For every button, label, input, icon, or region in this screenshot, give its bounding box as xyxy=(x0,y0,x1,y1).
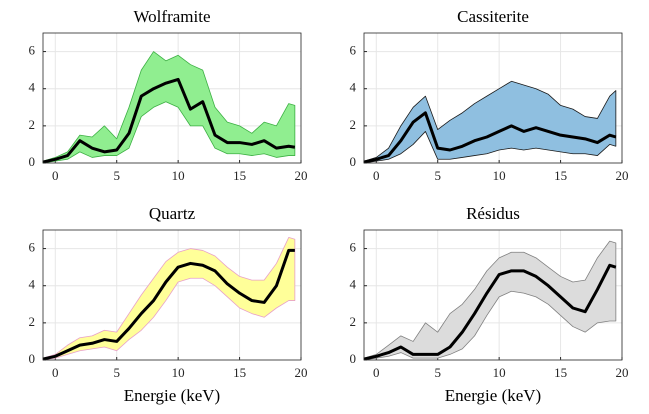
y-tick-label: 4 xyxy=(29,80,36,95)
x-tick-label: 0 xyxy=(373,365,380,380)
panel: 0 5 10 15 20 0 2 4 6 Quartz Energie (keV) xyxy=(29,204,308,405)
y-tick-label: 2 xyxy=(350,117,357,132)
y-tick-label: 4 xyxy=(29,277,36,292)
y-tick-label: 6 xyxy=(350,43,357,58)
x-tick-label: 10 xyxy=(493,365,506,380)
panel-title: Cassiterite xyxy=(457,7,529,26)
y-tick-label: 2 xyxy=(29,117,36,132)
x-tick-label: 20 xyxy=(295,365,308,380)
y-tick-label: 0 xyxy=(29,351,36,366)
panel: 0 5 10 15 20 0 2 4 6 Wolframite xyxy=(29,7,308,183)
x-tick-label: 15 xyxy=(554,365,567,380)
x-tick-label: 15 xyxy=(233,168,246,183)
x-tick-label: 0 xyxy=(52,365,59,380)
axes-frame xyxy=(363,32,623,164)
axes-frame xyxy=(42,32,302,164)
panel: 0 5 10 15 20 0 2 4 6 Résidus Energie (keV) xyxy=(350,204,629,405)
x-tick-label: 0 xyxy=(52,168,59,183)
x-tick-label: 10 xyxy=(172,365,185,380)
panel: 0 5 10 15 20 0 2 4 6 Cassiterite xyxy=(350,7,629,183)
band xyxy=(363,80,617,164)
x-axis-label: Energie (keV) xyxy=(124,386,220,405)
x-tick-label: 10 xyxy=(172,168,185,183)
band xyxy=(42,237,296,361)
x-tick-label: 20 xyxy=(295,168,308,183)
x-tick-label: 5 xyxy=(434,365,441,380)
mean-line xyxy=(363,111,617,164)
band xyxy=(42,51,296,164)
x-tick-label: 20 xyxy=(616,168,629,183)
panel-title: Quartz xyxy=(149,204,196,223)
y-tick-label: 4 xyxy=(350,277,357,292)
x-tick-label: 5 xyxy=(113,365,120,380)
axes-frame xyxy=(42,229,302,361)
y-tick-label: 6 xyxy=(29,240,36,255)
x-tick-label: 0 xyxy=(373,168,380,183)
y-tick-label: 2 xyxy=(350,314,357,329)
panel-title: Wolframite xyxy=(134,7,211,26)
x-axis-label: Energie (keV) xyxy=(445,386,541,405)
y-tick-label: 6 xyxy=(350,240,357,255)
y-tick-label: 0 xyxy=(29,154,36,169)
axes-frame xyxy=(363,229,623,361)
panel-title: Résidus xyxy=(466,204,520,223)
mean-line xyxy=(363,263,617,361)
x-tick-label: 5 xyxy=(113,168,120,183)
y-tick-label: 6 xyxy=(29,43,36,58)
y-tick-label: 0 xyxy=(350,154,357,169)
y-tick-label: 0 xyxy=(350,351,357,366)
x-tick-label: 5 xyxy=(434,168,441,183)
y-tick-label: 4 xyxy=(350,80,357,95)
x-tick-label: 10 xyxy=(493,168,506,183)
y-tick-label: 2 xyxy=(29,314,36,329)
x-tick-label: 15 xyxy=(233,365,246,380)
mean-line xyxy=(42,248,295,361)
x-tick-label: 15 xyxy=(554,168,567,183)
x-tick-label: 20 xyxy=(616,365,629,380)
band xyxy=(363,240,617,361)
mean-line xyxy=(42,77,296,164)
